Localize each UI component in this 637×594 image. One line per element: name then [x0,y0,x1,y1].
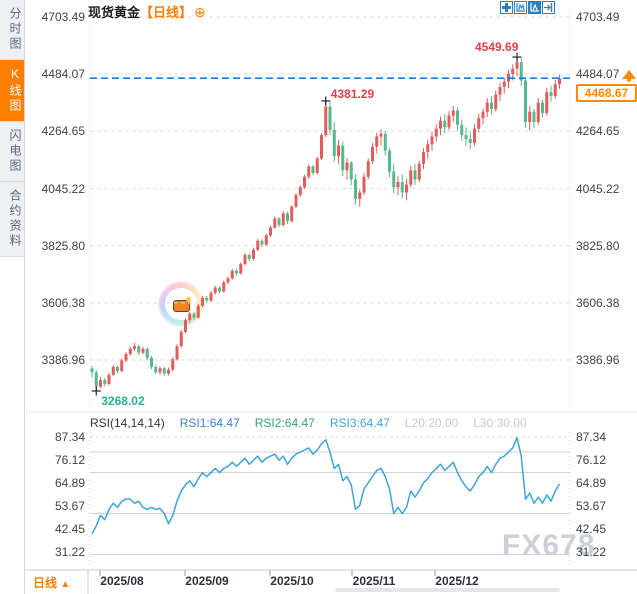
price-axis-label: 4045.22 [41,181,85,196]
low-price-annotation: 3268.02 [101,393,145,408]
chart-toolbar [500,1,555,14]
price-axis-label: 4264.65 [41,124,85,139]
symbol-name: 现货黄金 [88,5,141,20]
axis-scale-icon[interactable] [514,1,527,14]
price-axis-label: 4484.07 [41,67,85,82]
swing-high-annotation: 4381.29 [330,86,375,101]
price-axis-label: 4264.65 [576,124,620,139]
price-axis-label: 3386.96 [576,353,620,367]
price-axis-label: 3606.38 [41,295,85,310]
rsi-axis-label: 42.45 [54,521,85,536]
price-axis-label: 3825.80 [41,238,85,253]
move-crosshair-icon[interactable] [500,1,513,14]
last-price-box: 4468.67 [576,84,637,103]
x-axis-label: 2025/12 [435,574,479,588]
period-selector-label: 日线 [33,576,58,590]
rsi3-value: RSI3:64.47 [329,416,390,430]
period-selector[interactable]: 日线 ▲ [33,574,70,591]
rsi-axis-label: 53.67 [576,498,607,513]
rsi-axis-label: 31.22 [576,545,607,559]
high-price-annotation: 4549.69 [475,40,519,55]
rsi-axis-label: 64.89 [576,476,607,490]
x-axis-label: 2025/09 [185,574,229,588]
sidebar-tab-contract-info[interactable]: 合约资料 [0,182,24,257]
rsi-l20-value: L20:20.00 [404,416,459,430]
axis-scale-active-icon[interactable] [528,1,541,14]
rsi-axis-label: 31.22 [54,545,85,559]
price-axis-label: 3825.80 [576,238,620,253]
sidebar: 分时图 K线图 闪电图 合约资料 [0,0,25,594]
x-axis-label: 2025/08 [100,574,144,588]
app-logo-watermark [159,282,203,326]
period-label: 【日线】 [140,5,193,20]
rsi-indicator-header: RSI(14,14,14) RSI1:64.47 RSI2:64.47 RSI3:64… [90,416,542,430]
fx678-watermark: FX678 [502,529,596,562]
price-axis-label: 4484.07 [576,67,620,82]
horizontal-scrollbar[interactable] [335,588,560,592]
rsi-axis-label: 53.67 [54,498,85,513]
rsi-axis-label: 76.12 [576,452,607,467]
chevron-up-icon: ▲ [60,579,71,590]
price-axis-label: 4045.22 [576,181,620,196]
add-indicator-icon[interactable]: ⊕ [194,4,206,20]
price-axis-label: 4703.49 [41,10,85,24]
rsi2-value: RSI2:64.47 [254,416,315,430]
chart-title: 现货黄金【日线】 ⊕ [88,2,206,21]
logo-dot [186,297,191,302]
rsi1-value: RSI1:64.47 [179,416,240,430]
rsi-axis-label: 64.89 [54,476,85,490]
price-axis-label: 3386.96 [41,353,85,367]
price-axis-label: 3606.38 [576,295,620,310]
rsi-axis-label: 42.45 [576,521,607,536]
rsi-axis-label: 87.34 [576,430,607,444]
sidebar-tab-lightning[interactable]: 闪电图 [0,122,24,182]
price-axis-label: 4703.49 [576,10,620,24]
rsi-axis-label: 87.34 [54,430,85,444]
rsi-l30-value: L30:30.00 [473,416,527,430]
sidebar-tab-candles[interactable]: K线图 [0,60,24,122]
rsi-axis-label: 76.12 [54,452,85,467]
x-axis-label: 2025/10 [270,574,314,588]
pop-out-icon[interactable] [542,1,555,14]
rsi-params-label: RSI(14,14,14) [90,416,165,430]
x-axis-label: 2025/11 [352,574,396,588]
sidebar-tab-timeline[interactable]: 分时图 [0,0,24,60]
